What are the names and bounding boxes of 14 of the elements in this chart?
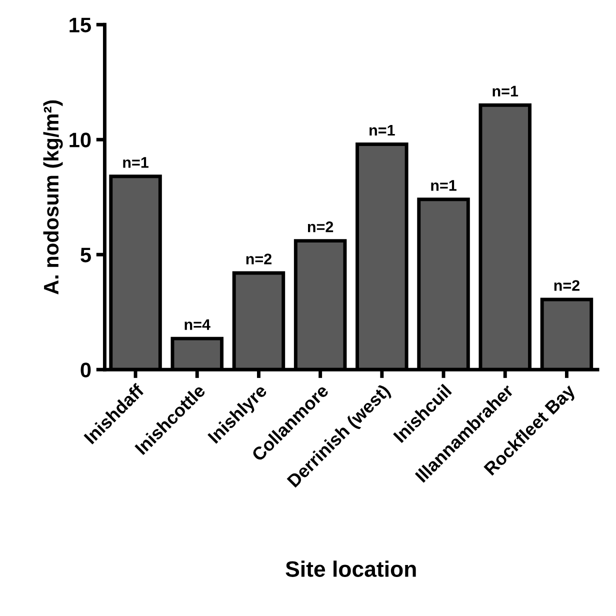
annotation: n=1 xyxy=(431,180,456,191)
annotation: n=2 xyxy=(246,254,272,264)
annotation: n=1 xyxy=(492,86,518,96)
y-tick-label: 5 xyxy=(80,248,91,262)
annotation: n=4 xyxy=(184,319,210,330)
x-axis-title: Site location xyxy=(286,560,416,577)
annotation: n=2 xyxy=(308,221,334,232)
annotation: n=1 xyxy=(370,124,395,136)
y-tick-label: 10 xyxy=(70,132,91,148)
y-axis-title: A. nodosum (kg/m²) xyxy=(43,100,63,294)
annotation: n=2 xyxy=(554,280,580,291)
y-tick-label: 15 xyxy=(70,18,91,32)
annotation: n=1 xyxy=(123,157,148,168)
y-tick-label: 0 xyxy=(80,362,91,378)
